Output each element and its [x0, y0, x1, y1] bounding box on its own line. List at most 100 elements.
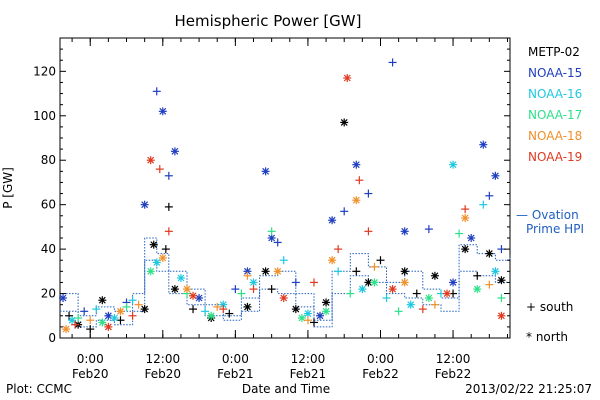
footer-left: Plot: CCMC [6, 382, 72, 396]
data-point-noaa-15 [467, 234, 476, 242]
y-tick-label: 0 [48, 331, 56, 345]
y-tick-label: 120 [33, 64, 56, 78]
data-point-noaa-15 [340, 207, 349, 216]
data-point-noaa-17 [267, 227, 276, 236]
data-point-noaa-19 [388, 285, 397, 294]
footer-right: 2013/02/22 21:25:07 [465, 382, 592, 396]
data-point-noaa-17 [207, 311, 216, 320]
data-point-noaa-16 [68, 316, 77, 325]
data-point-noaa-18 [370, 262, 379, 271]
data-point-noaa-16 [128, 296, 137, 305]
y-tick-label: 60 [41, 198, 56, 212]
marker-key: + south * north [526, 300, 573, 344]
data-point-metp-02 [322, 298, 331, 307]
data-point-noaa-18 [303, 316, 312, 325]
ovation-legend: — Ovation Prime HPI [516, 208, 584, 236]
data-point-metp-02 [400, 267, 409, 276]
data-point-noaa-19 [104, 322, 113, 331]
data-point-metp-02 [412, 289, 421, 298]
data-point-noaa-18 [352, 196, 361, 205]
data-point-noaa-19 [355, 176, 364, 185]
data-point-metp-02 [189, 305, 198, 314]
data-point-noaa-15 [80, 307, 89, 316]
x-tick-date: Feb20 [145, 367, 182, 381]
data-point-metp-02 [261, 267, 270, 276]
data-point-metp-02 [98, 296, 107, 305]
data-point-noaa-18 [461, 214, 470, 222]
legend-item-metp-02: METP-02 [528, 45, 580, 59]
data-point-noaa-15 [59, 294, 68, 302]
data-point-noaa-16 [406, 300, 415, 309]
y-axis: 0 20 40 60 80 100 120 [33, 37, 510, 345]
data-point-noaa-19 [364, 227, 373, 236]
data-point-noaa-16 [176, 274, 185, 282]
data-point-noaa-18 [116, 307, 125, 316]
data-point-noaa-16 [201, 307, 210, 316]
data-point-noaa-17 [346, 289, 355, 298]
x-tick-date: Feb22 [362, 367, 399, 381]
marker-key-north: * north [526, 330, 568, 344]
data-point-noaa-17 [237, 289, 246, 298]
legend-item-noaa-18: NOAA-18 [528, 129, 582, 143]
data-point-noaa-19 [497, 311, 506, 320]
y-tick-label: 80 [41, 153, 56, 167]
data-point-noaa-15 [352, 160, 361, 169]
data-point-noaa-18 [158, 254, 167, 262]
legend-item-noaa-16: NOAA-16 [528, 87, 582, 101]
y-tick-label: 40 [41, 242, 56, 256]
data-point-metp-02 [497, 276, 506, 285]
data-point-metp-02 [340, 118, 349, 127]
data-point-noaa-15 [449, 278, 458, 287]
data-point-metp-02 [170, 285, 179, 294]
data-point-noaa-18 [273, 267, 282, 276]
x-tick-time: 12:00 [436, 352, 471, 366]
x-tick-time: 0:00 [77, 352, 104, 366]
data-point-noaa-18 [62, 325, 71, 334]
data-point-noaa-15 [400, 227, 409, 236]
data-point-metp-02 [243, 302, 252, 311]
x-axis-label: Date and Time [242, 382, 330, 396]
data-point-noaa-15 [152, 87, 161, 96]
data-point-noaa-19 [164, 227, 173, 236]
y-axis-label: P [GW] [1, 167, 15, 209]
ovation-legend-line1: — Ovation [516, 208, 579, 222]
ovation-south-line [60, 237, 511, 321]
data-point-noaa-15 [231, 285, 240, 294]
data-point-metp-02 [225, 309, 234, 318]
data-point-noaa-19 [71, 320, 80, 329]
data-point-noaa-16 [303, 309, 312, 318]
x-tick-time: 12:00 [291, 352, 326, 366]
data-point-noaa-16 [334, 267, 343, 276]
data-point-noaa-17 [98, 318, 107, 327]
data-point-noaa-17 [370, 278, 379, 287]
x-axis: 0:00Feb2012:00Feb200:00Feb2112:00Feb210:… [71, 38, 508, 381]
data-point-noaa-17 [455, 229, 464, 238]
data-point-noaa-15 [140, 200, 149, 209]
y-tick-label: 100 [33, 109, 56, 123]
data-point-noaa-19 [334, 245, 343, 254]
y-tick-label: 20 [41, 287, 56, 301]
data-point-noaa-16 [110, 314, 119, 322]
data-point-noaa-18 [485, 280, 494, 289]
data-point-noaa-19 [219, 305, 228, 314]
data-point-noaa-17 [297, 314, 306, 322]
data-point-noaa-16 [491, 267, 500, 276]
data-point-noaa-15 [104, 311, 113, 320]
data-point-noaa-19 [249, 285, 258, 294]
data-point-noaa-15 [261, 167, 270, 176]
data-point-noaa-15 [485, 191, 494, 200]
data-point-noaa-15 [424, 225, 433, 234]
data-point-noaa-19 [461, 205, 470, 214]
x-tick-time: 0:00 [367, 352, 394, 366]
legend-item-noaa-15: NOAA-15 [528, 66, 582, 80]
data-points [59, 58, 506, 334]
x-tick-time: 12:00 [146, 352, 181, 366]
data-point-noaa-15 [273, 238, 282, 247]
data-point-noaa-16 [449, 160, 458, 169]
data-point-metp-02 [65, 311, 74, 320]
data-point-noaa-15 [195, 294, 204, 302]
data-point-noaa-19 [279, 294, 288, 302]
data-point-metp-02 [473, 271, 482, 280]
legend-item-noaa-19: NOAA-19 [528, 150, 582, 164]
data-point-noaa-15 [328, 216, 337, 225]
